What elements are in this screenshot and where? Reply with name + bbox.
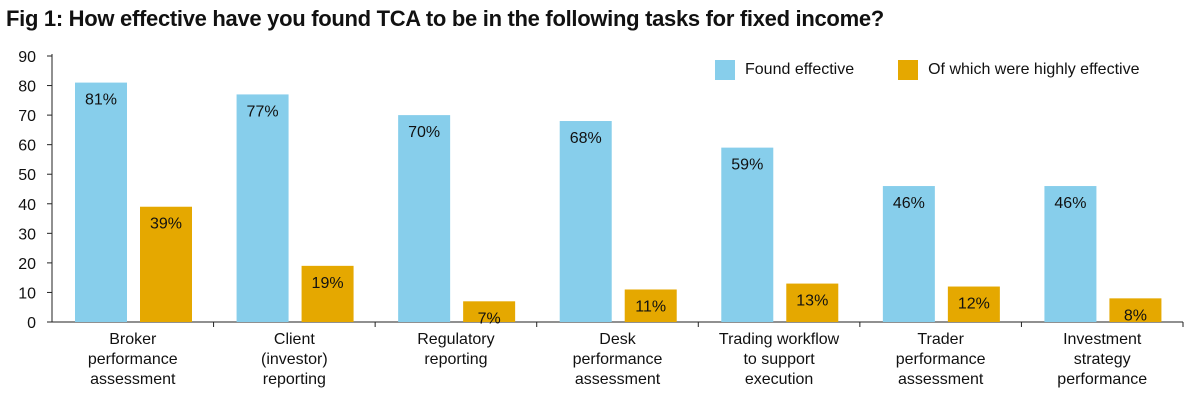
y-tick-label: 40: [18, 197, 36, 214]
bar-highly-effective: [140, 206, 192, 322]
bar-found-effective: [75, 82, 127, 322]
category-label: Broker performance assessment: [88, 331, 178, 388]
category-label-line: performance: [88, 351, 178, 368]
legend-swatch-highly-effective: [898, 60, 919, 80]
data-label: 13%: [796, 293, 828, 310]
bar-highly-effective: [301, 265, 354, 322]
data-label: 68%: [570, 130, 602, 147]
category-label-line: Trading workflow: [719, 331, 840, 348]
bar-found-effective: [721, 147, 774, 322]
data-label: 70%: [408, 124, 440, 141]
legend: Found effective Of which were highly eff…: [715, 58, 1139, 82]
y-tick-label: 50: [18, 167, 36, 184]
y-tick-label: 80: [18, 79, 36, 96]
data-label: 77%: [247, 103, 279, 120]
bar-highly-effective: [463, 301, 516, 322]
category-label-line: strategy: [1074, 351, 1131, 368]
y-tick-label: 10: [18, 285, 36, 302]
y-tick-label: 0: [27, 315, 36, 332]
legend-item-found-effective: Found effective: [715, 60, 854, 80]
bar-found-effective: [398, 115, 451, 322]
y-tick-label: 60: [18, 138, 36, 155]
category-label: Desk performance assessment: [573, 331, 663, 388]
legend-label-found-effective: Found effective: [745, 61, 855, 78]
category-label: Regulatory reporting: [417, 331, 494, 368]
category-label-line: (investor): [261, 351, 328, 368]
data-label: 7%: [478, 310, 501, 327]
data-label: 59%: [731, 157, 763, 174]
bar-found-effective: [882, 186, 935, 322]
category-label-line: Investment: [1063, 331, 1142, 348]
category-label-line: Trader: [917, 331, 964, 348]
category-label: Trader performance assessment: [896, 331, 986, 388]
category-label-line: Broker: [109, 331, 157, 348]
data-label: 12%: [958, 296, 990, 313]
bar-highly-effective: [947, 286, 1000, 322]
legend-swatch-found-effective: [715, 60, 735, 80]
data-label: 8%: [1124, 307, 1147, 324]
bar-highly-effective: [624, 289, 677, 322]
category-label-line: assessment: [90, 371, 176, 388]
data-label: 19%: [312, 275, 344, 292]
bar-found-effective: [236, 94, 289, 322]
y-tick-label: 90: [18, 49, 36, 66]
y-tick-label: 30: [18, 226, 36, 243]
category-label-line: reporting: [263, 371, 326, 388]
y-tick-label: 20: [18, 256, 36, 273]
category-label: Investment strategy performance: [1057, 331, 1147, 388]
category-label-line: execution: [745, 371, 814, 388]
category-label-line: Regulatory: [417, 331, 494, 348]
legend-label-highly-effective: Of which were highly effective: [928, 61, 1140, 78]
y-tick-label: 70: [18, 108, 36, 125]
bar-highly-effective: [1109, 298, 1162, 322]
data-label: 46%: [893, 195, 925, 212]
bar-found-effective: [1044, 186, 1097, 322]
data-label: 81%: [85, 92, 117, 109]
category-label: Trading workflow to support execution: [719, 331, 840, 388]
category-label-line: reporting: [424, 351, 487, 368]
data-label: 11%: [635, 298, 666, 315]
category-label-line: performance: [896, 351, 986, 368]
category-label-line: to support: [743, 351, 815, 368]
category-label-line: performance: [573, 351, 663, 368]
category-label-line: Desk: [599, 331, 636, 348]
bar-found-effective: [559, 121, 612, 323]
bar-highly-effective: [786, 283, 839, 322]
category-label-line: assessment: [898, 371, 984, 388]
category-label-line: Client: [274, 331, 315, 348]
data-label: 46%: [1054, 195, 1086, 212]
category-label-line: performance: [1057, 371, 1147, 388]
data-label: 39%: [150, 216, 182, 233]
legend-item-highly-effective: Of which were highly effective: [898, 60, 1139, 80]
category-label-line: assessment: [575, 371, 661, 388]
chart-title: Fig 1: How effective have you found TCA …: [6, 6, 884, 31]
category-label: Client (investor) reporting: [261, 331, 328, 388]
